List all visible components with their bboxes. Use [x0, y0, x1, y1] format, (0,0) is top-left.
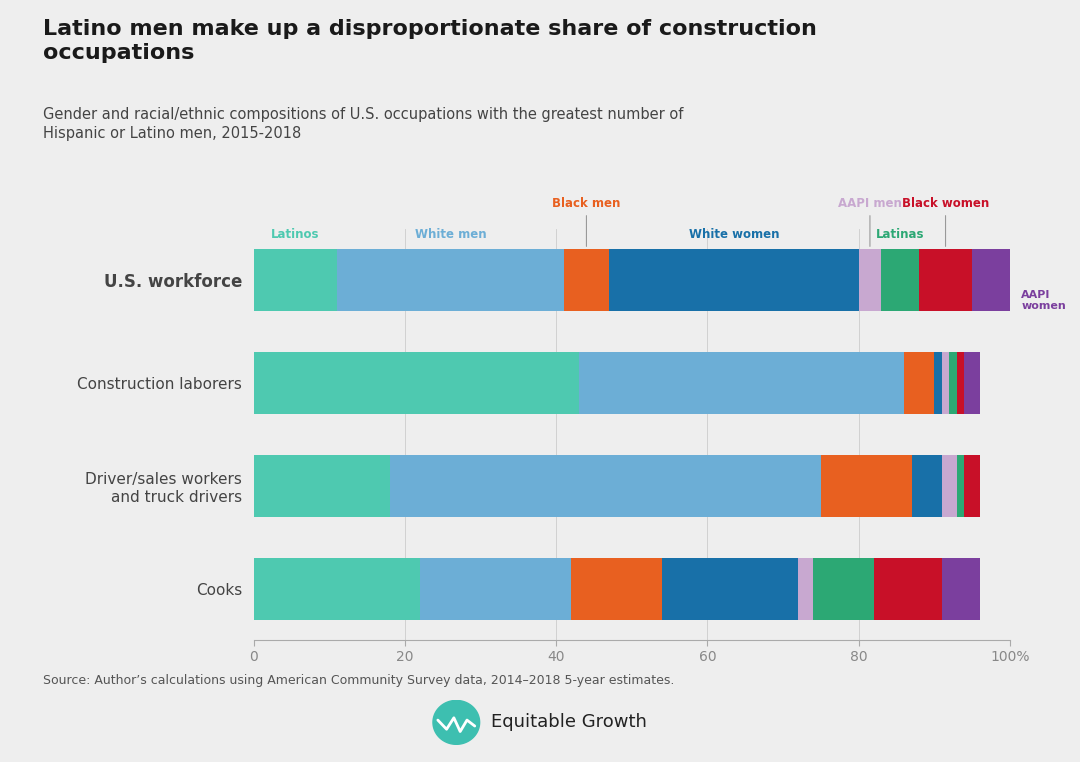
Bar — [254, 455, 390, 517]
Bar — [609, 249, 859, 311]
Text: Black men: Black men — [552, 197, 621, 246]
Text: Source: Author’s calculations using American Community Survey data, 2014–2018 5-: Source: Author’s calculations using Amer… — [43, 674, 675, 687]
Bar — [337, 249, 564, 311]
Bar — [571, 558, 662, 620]
Bar — [972, 249, 1010, 311]
Bar — [942, 558, 980, 620]
Bar — [919, 249, 972, 311]
Polygon shape — [433, 700, 480, 744]
Bar — [942, 352, 949, 414]
Bar — [957, 455, 964, 517]
Bar — [904, 352, 934, 414]
Text: Latino men make up a disproportionate share of construction
occupations: Latino men make up a disproportionate sh… — [43, 19, 818, 63]
Bar — [949, 352, 957, 414]
Bar — [874, 558, 942, 620]
Bar — [859, 249, 881, 311]
Bar — [957, 352, 964, 414]
Text: Equitable Growth: Equitable Growth — [491, 713, 647, 732]
Bar — [564, 249, 609, 311]
Bar — [254, 352, 579, 414]
Text: Latinas: Latinas — [876, 228, 924, 241]
Text: White women: White women — [689, 228, 779, 241]
Bar — [881, 249, 919, 311]
Bar — [390, 455, 821, 517]
Text: AAPI
women: AAPI women — [1022, 290, 1066, 312]
Bar — [254, 249, 337, 311]
Bar — [579, 352, 904, 414]
Bar — [942, 455, 957, 517]
Bar — [934, 352, 942, 414]
Bar — [964, 455, 980, 517]
Bar — [798, 558, 813, 620]
Text: White men: White men — [415, 228, 486, 241]
Bar — [662, 558, 798, 620]
Bar — [912, 455, 942, 517]
Text: Black women: Black women — [902, 197, 989, 246]
Bar — [964, 352, 980, 414]
Text: Gender and racial/ethnic compositions of U.S. occupations with the greatest numb: Gender and racial/ethnic compositions of… — [43, 107, 684, 142]
Bar — [254, 558, 420, 620]
Bar — [813, 558, 874, 620]
Bar — [420, 558, 571, 620]
Text: AAPI men: AAPI men — [838, 197, 902, 246]
Bar — [821, 455, 912, 517]
Text: Latinos: Latinos — [271, 228, 320, 241]
